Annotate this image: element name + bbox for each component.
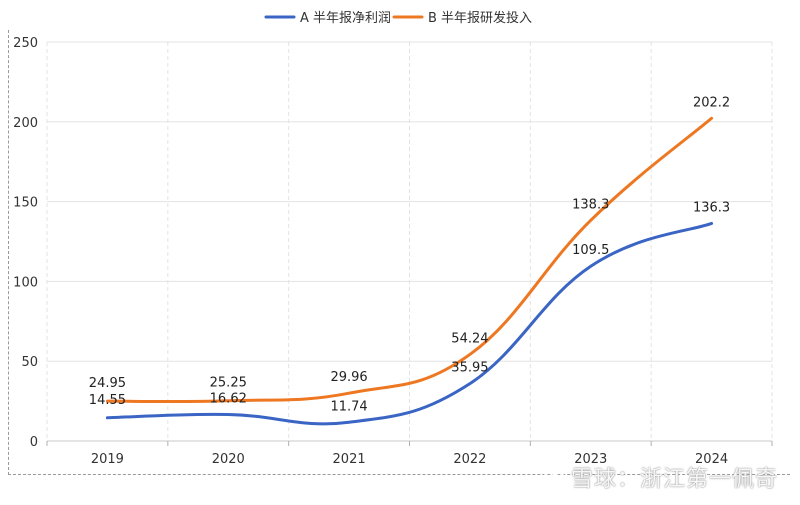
series-line-b <box>105 116 714 404</box>
chart-frame <box>8 30 790 475</box>
y-tick-label: 100 <box>13 275 38 290</box>
data-label: 25.25 <box>210 376 247 391</box>
data-label: 109.5 <box>572 243 609 258</box>
y-tick-label: 200 <box>13 116 38 131</box>
legend-label: B 半年报研发投入 <box>428 10 532 26</box>
x-tick-label: 2022 <box>453 452 486 467</box>
data-label: 138.3 <box>572 197 609 212</box>
x-tick-label: 2024 <box>695 452 728 467</box>
snowball-logo-icon <box>543 467 565 489</box>
data-label: 136.3 <box>693 200 730 215</box>
y-tick-label: 50 <box>21 355 38 370</box>
x-tick-label: 2023 <box>574 452 607 467</box>
watermark: 雪球：浙江第一佩奇 <box>543 461 778 493</box>
x-tick-label: 2020 <box>212 452 245 467</box>
x-tick-label: 2019 <box>91 452 124 467</box>
watermark-text: 雪球：浙江第一佩奇 <box>570 467 778 492</box>
y-tick-label: 250 <box>13 36 38 51</box>
series-line-a <box>105 221 714 426</box>
data-label: 16.62 <box>210 391 247 406</box>
data-label: 35.95 <box>451 361 488 376</box>
y-tick-label: 150 <box>13 196 38 211</box>
legend-label: A 半年报净利润 <box>300 11 391 26</box>
data-label: 24.95 <box>89 376 126 391</box>
y-tick-label: 0 <box>30 435 38 450</box>
data-label: 29.96 <box>330 370 367 385</box>
data-label: 202.2 <box>693 95 730 110</box>
x-tick-label: 2021 <box>333 452 366 467</box>
data-label: 54.24 <box>451 331 488 346</box>
data-label: 14.55 <box>89 393 126 408</box>
data-label: 11.74 <box>330 399 367 414</box>
